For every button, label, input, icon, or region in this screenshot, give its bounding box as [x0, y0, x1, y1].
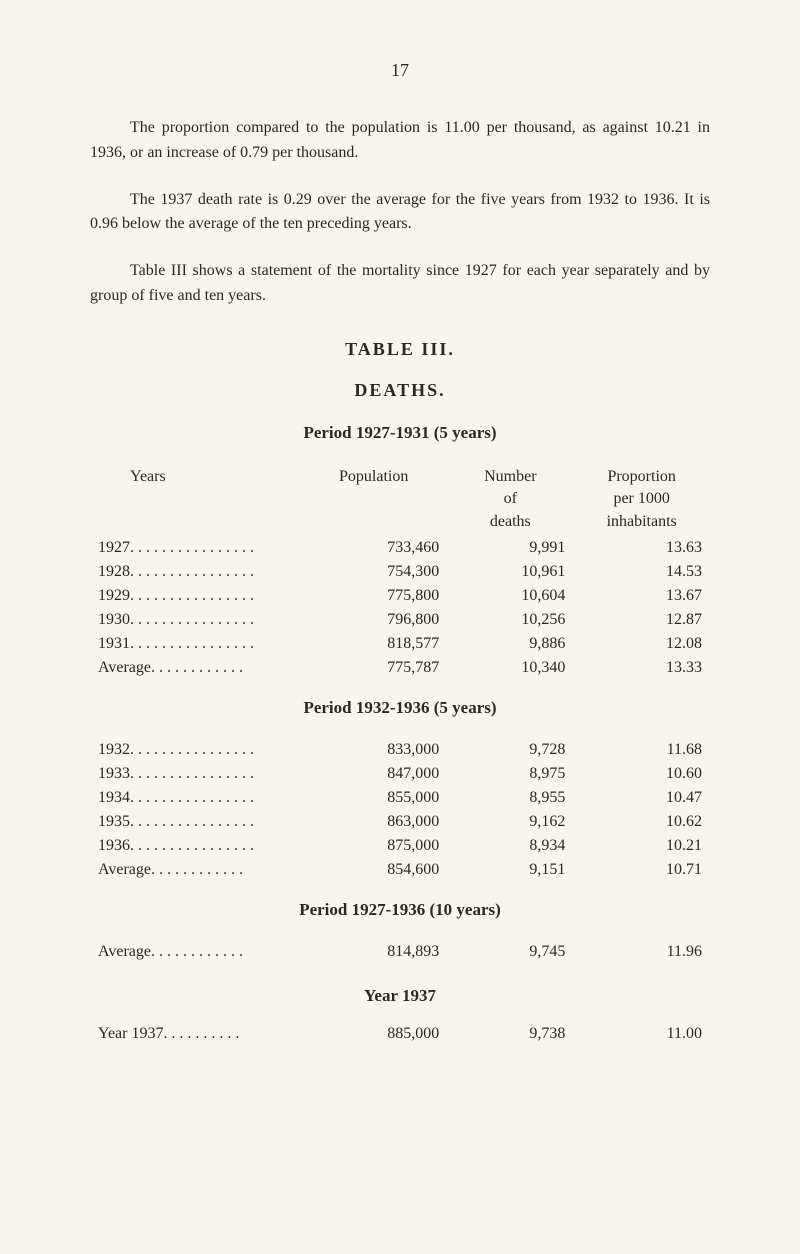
deaths-cell: 9,728	[447, 738, 573, 762]
header-proportion-l3: inhabitants	[607, 513, 677, 530]
population-cell: 863,000	[300, 810, 447, 834]
header-population: Population	[300, 463, 447, 536]
table-row: 1930. . . . . . . . . . . . . . . . 796,…	[90, 608, 710, 632]
deaths-cell: 9,886	[447, 632, 573, 656]
population-cell: 775,800	[300, 584, 447, 608]
proportion-cell: 11.68	[573, 738, 710, 762]
table-row: 1929. . . . . . . . . . . . . . . . 775,…	[90, 584, 710, 608]
year-cell: 1934. . . . . . . . . . . . . . . .	[90, 786, 300, 810]
proportion-cell: 11.96	[573, 940, 710, 964]
deaths-table-period3: Average. . . . . . . . . . . . 814,893 9…	[90, 940, 710, 964]
header-years: Years	[90, 463, 300, 536]
table-row: Average. . . . . . . . . . . . 854,600 9…	[90, 858, 710, 882]
year-cell: 1933. . . . . . . . . . . . . . . .	[90, 762, 300, 786]
table-row: 1934. . . . . . . . . . . . . . . . 855,…	[90, 786, 710, 810]
year-cell: Average. . . . . . . . . . . .	[90, 858, 300, 882]
deaths-cell: 9,745	[447, 940, 573, 964]
table-row: 1928. . . . . . . . . . . . . . . . 754,…	[90, 560, 710, 584]
proportion-cell: 12.08	[573, 632, 710, 656]
population-cell: 775,787	[300, 656, 447, 680]
table-row: Average. . . . . . . . . . . . 814,893 9…	[90, 940, 710, 964]
year-cell: 1928. . . . . . . . . . . . . . . .	[90, 560, 300, 584]
header-proportion: Proportion per 1000 inhabitants	[573, 463, 710, 536]
year-cell: 1932. . . . . . . . . . . . . . . .	[90, 738, 300, 762]
proportion-cell: 14.53	[573, 560, 710, 584]
year-cell: Average. . . . . . . . . . . .	[90, 656, 300, 680]
table-row: 1931. . . . . . . . . . . . . . . . 818,…	[90, 632, 710, 656]
period-2-title: Period 1932-1936 (5 years)	[90, 698, 710, 718]
deaths-cell: 10,961	[447, 560, 573, 584]
population-cell: 833,000	[300, 738, 447, 762]
deaths-cell: 9,991	[447, 536, 573, 560]
period-3-title: Period 1927-1936 (10 years)	[90, 900, 710, 920]
proportion-cell: 10.71	[573, 858, 710, 882]
year-cell: 1927. . . . . . . . . . . . . . . .	[90, 536, 300, 560]
proportion-cell: 13.63	[573, 536, 710, 560]
deaths-table-1937: Year 1937. . . . . . . . . . 885,000 9,7…	[90, 1022, 710, 1046]
proportion-cell: 13.67	[573, 584, 710, 608]
paragraph-1: The proportion compared to the populatio…	[90, 116, 710, 166]
proportion-cell: 10.47	[573, 786, 710, 810]
year-cell: 1936. . . . . . . . . . . . . . . .	[90, 834, 300, 858]
table-row: 1932. . . . . . . . . . . . . . . . 833,…	[90, 738, 710, 762]
header-deaths-l2: of	[504, 490, 517, 507]
header-deaths-l3: deaths	[490, 513, 531, 530]
year-cell: 1935. . . . . . . . . . . . . . . .	[90, 810, 300, 834]
proportion-cell: 10.21	[573, 834, 710, 858]
proportion-cell: 12.87	[573, 608, 710, 632]
paragraph-3: Table III shows a statement of the morta…	[90, 259, 710, 309]
proportion-cell: 10.60	[573, 762, 710, 786]
deaths-cell: 8,955	[447, 786, 573, 810]
deaths-table-period1: Years Population Number of deaths Propor…	[90, 463, 710, 680]
deaths-cell: 10,604	[447, 584, 573, 608]
table-row: 1936. . . . . . . . . . . . . . . . 875,…	[90, 834, 710, 858]
year-cell: Year 1937. . . . . . . . . .	[90, 1022, 300, 1046]
table-row: 1935. . . . . . . . . . . . . . . . 863,…	[90, 810, 710, 834]
table-header-row: Years Population Number of deaths Propor…	[90, 463, 710, 536]
table-row: 1927. . . . . . . . . . . . . . . . 733,…	[90, 536, 710, 560]
year-1937-title: Year 1937	[90, 986, 710, 1006]
year-cell: 1930. . . . . . . . . . . . . . . .	[90, 608, 300, 632]
header-proportion-l2: per 1000	[613, 490, 669, 507]
population-cell: 796,800	[300, 608, 447, 632]
header-proportion-l1: Proportion	[607, 468, 675, 485]
deaths-cell: 10,256	[447, 608, 573, 632]
header-deaths: Number of deaths	[447, 463, 573, 536]
deaths-cell: 9,162	[447, 810, 573, 834]
table-title: TABLE III.	[90, 339, 710, 360]
year-cell: 1929. . . . . . . . . . . . . . . .	[90, 584, 300, 608]
population-cell: 818,577	[300, 632, 447, 656]
population-cell: 814,893	[300, 940, 447, 964]
deaths-cell: 9,151	[447, 858, 573, 882]
table-subtitle: DEATHS.	[90, 380, 710, 401]
year-cell: Average. . . . . . . . . . . .	[90, 940, 300, 964]
population-cell: 885,000	[300, 1022, 447, 1046]
table-row: Year 1937. . . . . . . . . . 885,000 9,7…	[90, 1022, 710, 1046]
table-row: Average. . . . . . . . . . . . 775,787 1…	[90, 656, 710, 680]
deaths-cell: 10,340	[447, 656, 573, 680]
population-cell: 847,000	[300, 762, 447, 786]
deaths-cell: 9,738	[447, 1022, 573, 1046]
period-1-title: Period 1927-1931 (5 years)	[90, 423, 710, 443]
deaths-cell: 8,975	[447, 762, 573, 786]
population-cell: 733,460	[300, 536, 447, 560]
paragraph-2: The 1937 death rate is 0.29 over the ave…	[90, 188, 710, 238]
population-cell: 875,000	[300, 834, 447, 858]
population-cell: 854,600	[300, 858, 447, 882]
year-cell: 1931. . . . . . . . . . . . . . . .	[90, 632, 300, 656]
proportion-cell: 10.62	[573, 810, 710, 834]
deaths-table-period2: 1932. . . . . . . . . . . . . . . . 833,…	[90, 738, 710, 882]
table-row: 1933. . . . . . . . . . . . . . . . 847,…	[90, 762, 710, 786]
population-cell: 754,300	[300, 560, 447, 584]
proportion-cell: 11.00	[573, 1022, 710, 1046]
population-cell: 855,000	[300, 786, 447, 810]
header-deaths-l1: Number	[484, 468, 536, 485]
deaths-cell: 8,934	[447, 834, 573, 858]
page-number: 17	[90, 60, 710, 81]
proportion-cell: 13.33	[573, 656, 710, 680]
